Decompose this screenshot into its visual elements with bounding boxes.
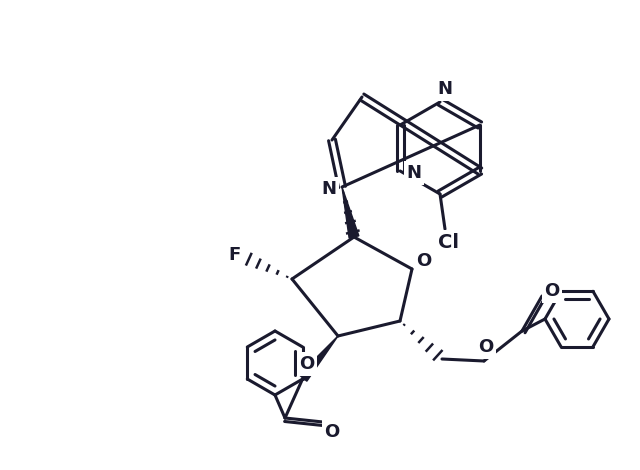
Text: N: N xyxy=(406,164,422,182)
Text: N: N xyxy=(321,180,337,198)
Polygon shape xyxy=(299,336,338,381)
Text: O: O xyxy=(545,282,559,300)
Text: N: N xyxy=(438,80,452,98)
Polygon shape xyxy=(342,187,359,238)
Text: O: O xyxy=(417,252,431,270)
Text: O: O xyxy=(300,355,315,373)
Text: Cl: Cl xyxy=(438,233,458,251)
Text: F: F xyxy=(228,246,240,264)
Text: O: O xyxy=(324,423,340,441)
Text: O: O xyxy=(478,338,493,356)
